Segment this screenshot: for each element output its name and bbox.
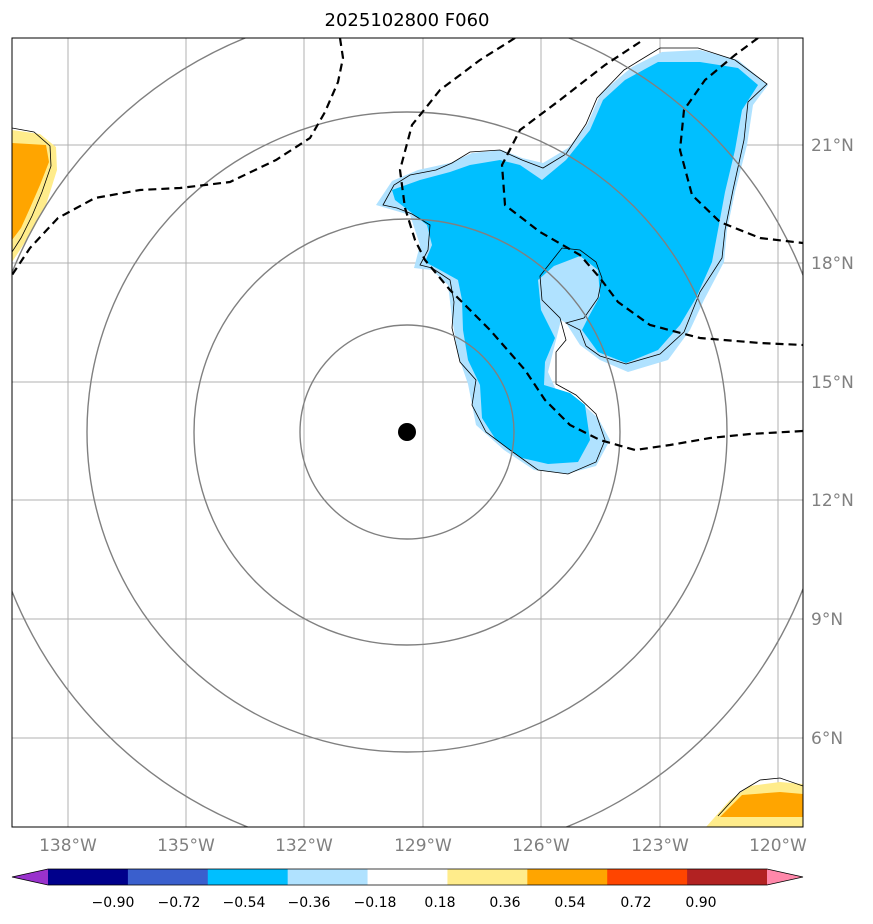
colorbar-tick-label: −0.90 (92, 895, 135, 911)
negative-contour (382, 47, 768, 475)
colorbar-segment (127, 869, 209, 885)
lon-label-120w: 120°W (749, 836, 807, 856)
colorbar-tick-label: 0.54 (554, 895, 585, 911)
colorbar-tick-label: −0.36 (288, 895, 331, 911)
colorbar-labels: −0.90 −0.72 −0.54 −0.36 −0.18 0.18 0.36 … (92, 895, 717, 911)
colorbar-segment (527, 869, 608, 885)
range-ring-3 (86, 111, 728, 753)
lon-label-138w: 138°W (39, 836, 97, 856)
lat-label-6n: 6°N (811, 729, 843, 749)
range-ring-1 (299, 324, 515, 540)
dashed-contour-east (678, 38, 803, 245)
colorbar-segment (48, 869, 129, 885)
lat-label-15n: 15°N (811, 373, 854, 393)
lon-label-129w: 129°W (394, 836, 452, 856)
colorbar-segments (11, 868, 804, 886)
negative-fill (392, 62, 758, 464)
lon-label-135w: 135°W (157, 836, 215, 856)
dashed-contour-central (398, 38, 803, 452)
colorbar-extend-min (12, 869, 48, 885)
dashed-contour-northeast (500, 41, 803, 347)
range-rings (12, 38, 803, 827)
figure-title: 2025102800 F060 (325, 10, 490, 31)
latitude-labels: 21°N 18°N 15°N 12°N 9°N 6°N (811, 136, 854, 749)
colorbar-segment (207, 869, 289, 885)
colorbar-segment (687, 869, 768, 885)
map-frame (11, 37, 804, 828)
positive-contour-west (12, 127, 52, 253)
colorbar-extend-max (767, 869, 803, 885)
colorbar-segment (367, 869, 448, 885)
colorbar-tick-label: −0.18 (354, 895, 397, 911)
lon-label-123w: 123°W (631, 836, 689, 856)
lat-label-21n: 21°N (811, 136, 854, 156)
gridlines (12, 38, 803, 827)
colorbar-tick-label: 0.36 (489, 895, 520, 911)
longitude-labels: 138°W 135°W 132°W 129°W 126°W 123°W 120°… (39, 836, 807, 856)
colorbar-segment (607, 869, 688, 885)
positive-contour-se (717, 777, 803, 817)
positive-anomaly-west (12, 127, 57, 262)
dashed-contour-west (12, 38, 345, 276)
colorbar-outline (11, 868, 804, 886)
positive-fill-se (720, 792, 803, 817)
colorbar-tick-label: 0.18 (424, 895, 455, 911)
positive-fill (12, 143, 49, 240)
lat-label-12n: 12°N (811, 491, 854, 511)
lon-label-132w: 132°W (275, 836, 333, 856)
colorbar-tick-label: −0.72 (158, 895, 201, 911)
dashed-contours (12, 38, 803, 452)
colorbar-tick-label: 0.90 (685, 895, 716, 911)
colorbar: −0.90 −0.72 −0.54 −0.36 −0.18 0.18 0.36 … (11, 868, 804, 911)
storm-center-marker (398, 423, 416, 441)
negative-anomaly (376, 47, 768, 475)
colorbar-segment (287, 869, 369, 885)
map-plot-area (12, 38, 803, 827)
range-ring-2 (193, 218, 621, 646)
lon-label-126w: 126°W (512, 836, 570, 856)
colorbar-tick-label: 0.72 (620, 895, 651, 911)
positive-anomaly-southeast (706, 777, 803, 827)
lat-label-9n: 9°N (811, 610, 843, 630)
colorbar-tick-label: −0.54 (223, 895, 266, 911)
colorbar-segment (447, 869, 528, 885)
lat-label-18n: 18°N (811, 254, 854, 274)
